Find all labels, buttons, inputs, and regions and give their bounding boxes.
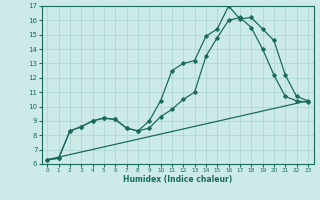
X-axis label: Humidex (Indice chaleur): Humidex (Indice chaleur) — [123, 175, 232, 184]
